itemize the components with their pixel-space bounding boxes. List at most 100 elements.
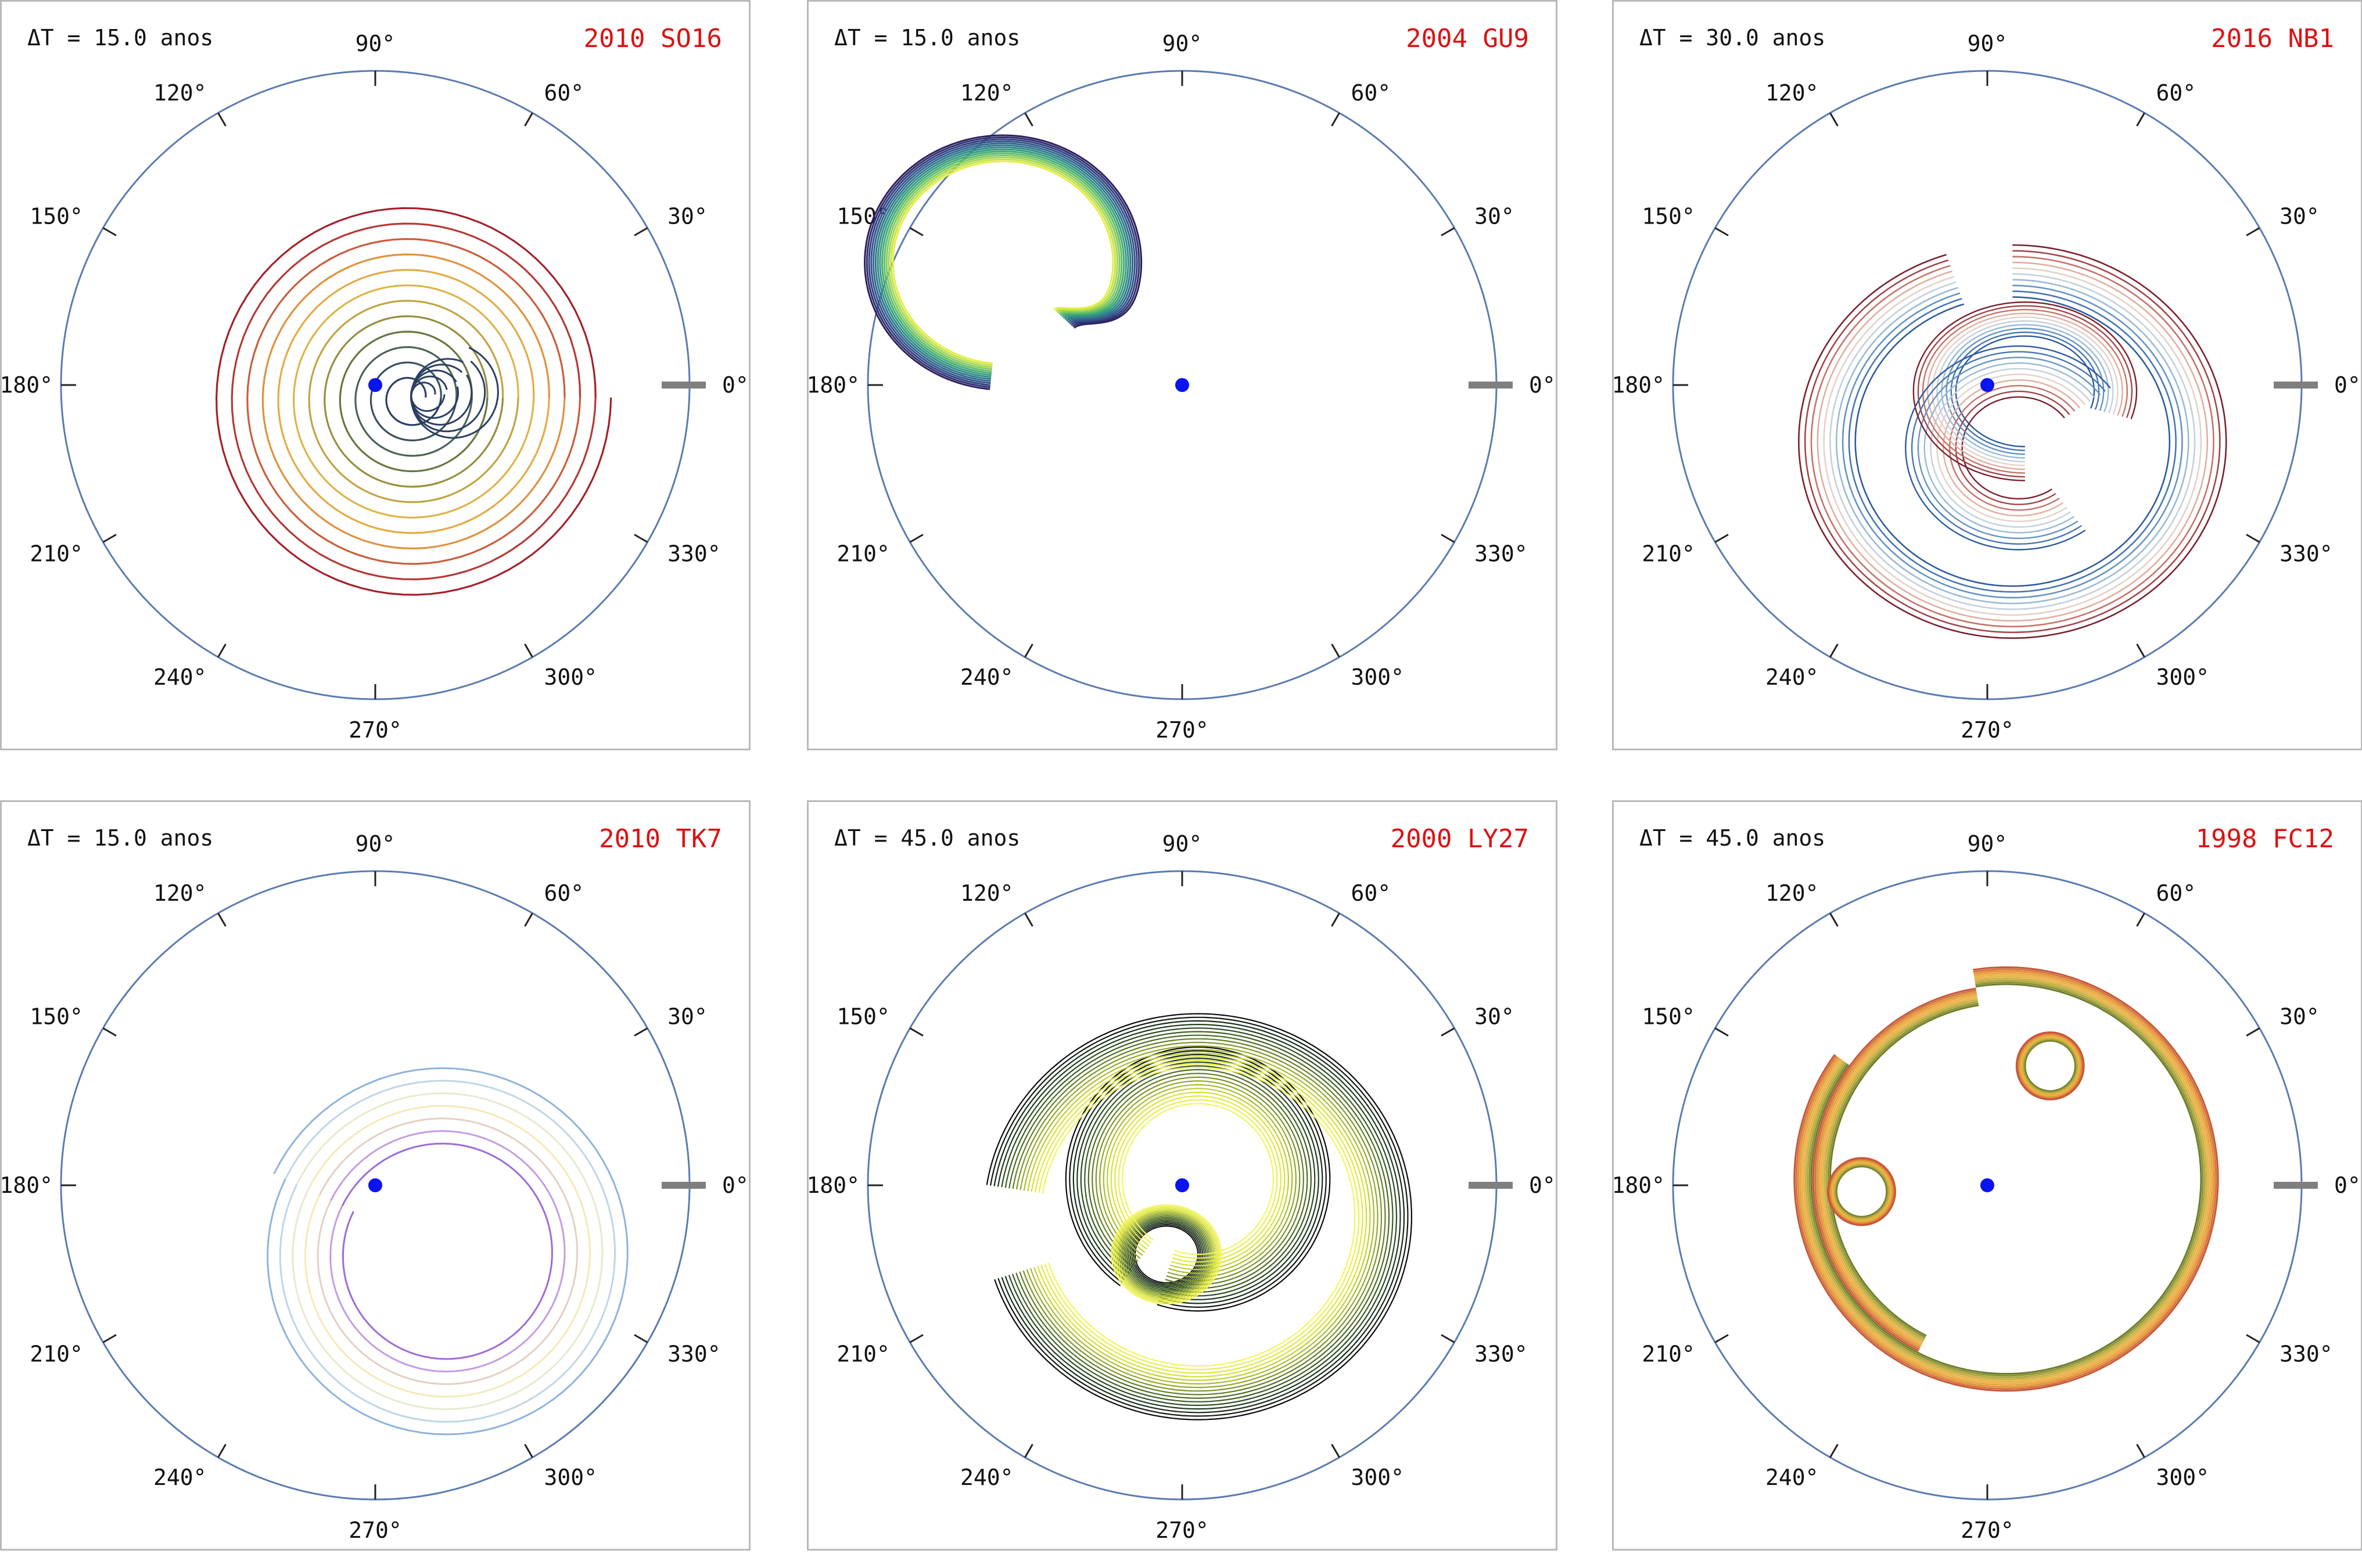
trajectory-strand [997,1023,1401,1410]
trajectory-strand [385,377,442,426]
angle-label: 270° [1961,1517,2014,1543]
polar-plot: 0°30°60°90°120°150°180°210°240°270°300°3… [809,31,1556,743]
angle-tick [1829,112,1839,127]
trajectory-strand [1807,979,2206,1379]
trajectory-strand [1818,993,1977,1347]
trajectory-strand [2020,1036,2080,1096]
trajectory-strand [1848,290,2177,593]
trajectory-strand [881,150,1125,375]
angle-label: 90° [1968,831,2008,857]
angle-label: 300° [544,664,598,690]
angle-tick [2246,1334,2260,1343]
trajectory-strand [877,146,1129,378]
trajectory-strand [1798,244,2227,639]
angle-label: 270° [1155,717,1209,743]
trajectory-strand [1943,379,2081,517]
angle-tick [634,1027,648,1037]
angle-label: 240° [960,1465,1014,1490]
trajectory-strand [1031,1056,1367,1378]
angle-tick [1024,1444,1033,1458]
trajectory-strand [1922,309,2128,474]
trajectory-strand [868,138,1138,386]
trajectory-strand [1069,1050,1327,1308]
trajectory-strand [2016,1032,2084,1100]
angle-label: 210° [30,541,83,567]
angle-label: 60° [2156,880,2196,906]
trajectory-strand [1080,1061,1316,1297]
angle-tick [2246,1027,2260,1037]
angle-tick [2136,1444,2145,1458]
trajectory-strand [1945,328,2105,455]
trajectory-strand [1948,384,2076,511]
trajectory-strand [1823,267,2202,616]
angle-label: 30° [1474,204,1514,229]
trajectory-strand [866,136,1140,389]
trajectory-strand [1833,1163,1890,1220]
trajectory-strand [215,207,612,596]
trajectory-strand [1020,1045,1379,1389]
trajectory-strand [1793,966,2219,1392]
trajectory-strand [1122,1103,1274,1256]
trajectory-strand [1854,296,2171,587]
angle-tick [217,1444,227,1458]
trajectory-strand [1829,1159,1894,1225]
angle-label: 150° [30,1004,83,1030]
angle-label: 0° [2334,372,2361,398]
trajectory-strand [1112,1206,1221,1303]
trajectory-strand [1814,989,1977,1350]
trajectory-strand [870,140,1136,384]
center-marker [368,378,382,392]
angle-tick [524,643,533,658]
trajectory-strand [292,284,535,519]
angle-label: 180° [2,372,53,398]
angle-tick [1331,1444,1340,1458]
angle-label: 120° [153,880,207,906]
angle-tick [1714,1334,1729,1343]
trajectory-strand [1027,1052,1371,1381]
angle-tick [1024,912,1033,927]
angle-label: 210° [1642,541,1695,567]
trajectory-strand [1107,1088,1290,1271]
trajectory-strand [1095,1076,1301,1282]
trajectory-strand [874,144,1132,380]
trajectory-strand [1092,1073,1304,1285]
trajectory-strand [1103,1084,1293,1274]
delta-t-label: ΔT = 45.0 anos [1639,825,1826,851]
trajectory-strand [1830,1160,1894,1224]
trajectory [864,134,1143,390]
angle-label: 300° [2156,1465,2210,1490]
trajectory-strand [1114,1095,1282,1263]
angle-tick [1024,643,1033,658]
trajectory-strand [1835,1164,1889,1219]
trajectory-strand [1795,968,2217,1390]
angle-label: 210° [837,1342,890,1367]
angle-tick [634,227,648,236]
trajectory-strand [354,346,473,457]
angle-label: 120° [1765,80,1819,106]
trajectory-strand [1827,1002,1979,1339]
angle-label: 180° [1614,372,1665,398]
trajectory-strand [1829,273,2196,610]
angle-label: 180° [809,1173,860,1198]
object-name: 2010 SO16 [583,24,722,53]
angle-label: 300° [2156,664,2210,690]
trajectory-strand [1950,331,2100,451]
angle-tick [1829,643,1839,658]
trajectory-strand [1072,1053,1323,1304]
trajectory-strand [324,315,504,488]
polar-panel: 0° 30° 60° 90° 120° 150° 180° 210° 240° 270° 300° 3… [807,800,1557,1551]
trajectory-strand [341,1142,553,1360]
trajectory-strand [1817,261,2209,622]
delta-t-label: ΔT = 15.0 anos [834,25,1021,51]
angle-label: 30° [2280,1004,2320,1030]
trajectory-strand [339,330,489,473]
angle-label: 60° [544,80,584,106]
angle-label: 150° [1642,204,1695,229]
object-name: 2016 NB1 [2211,24,2334,53]
trajectory-strand [1827,1157,1896,1227]
trajectory-strand [1126,1218,1207,1290]
trajectory-strand [1830,1160,1893,1222]
angle-label: 330° [1474,1342,1528,1367]
trajectory-strand [1926,312,2123,470]
trajectory-strand [990,1016,1409,1417]
